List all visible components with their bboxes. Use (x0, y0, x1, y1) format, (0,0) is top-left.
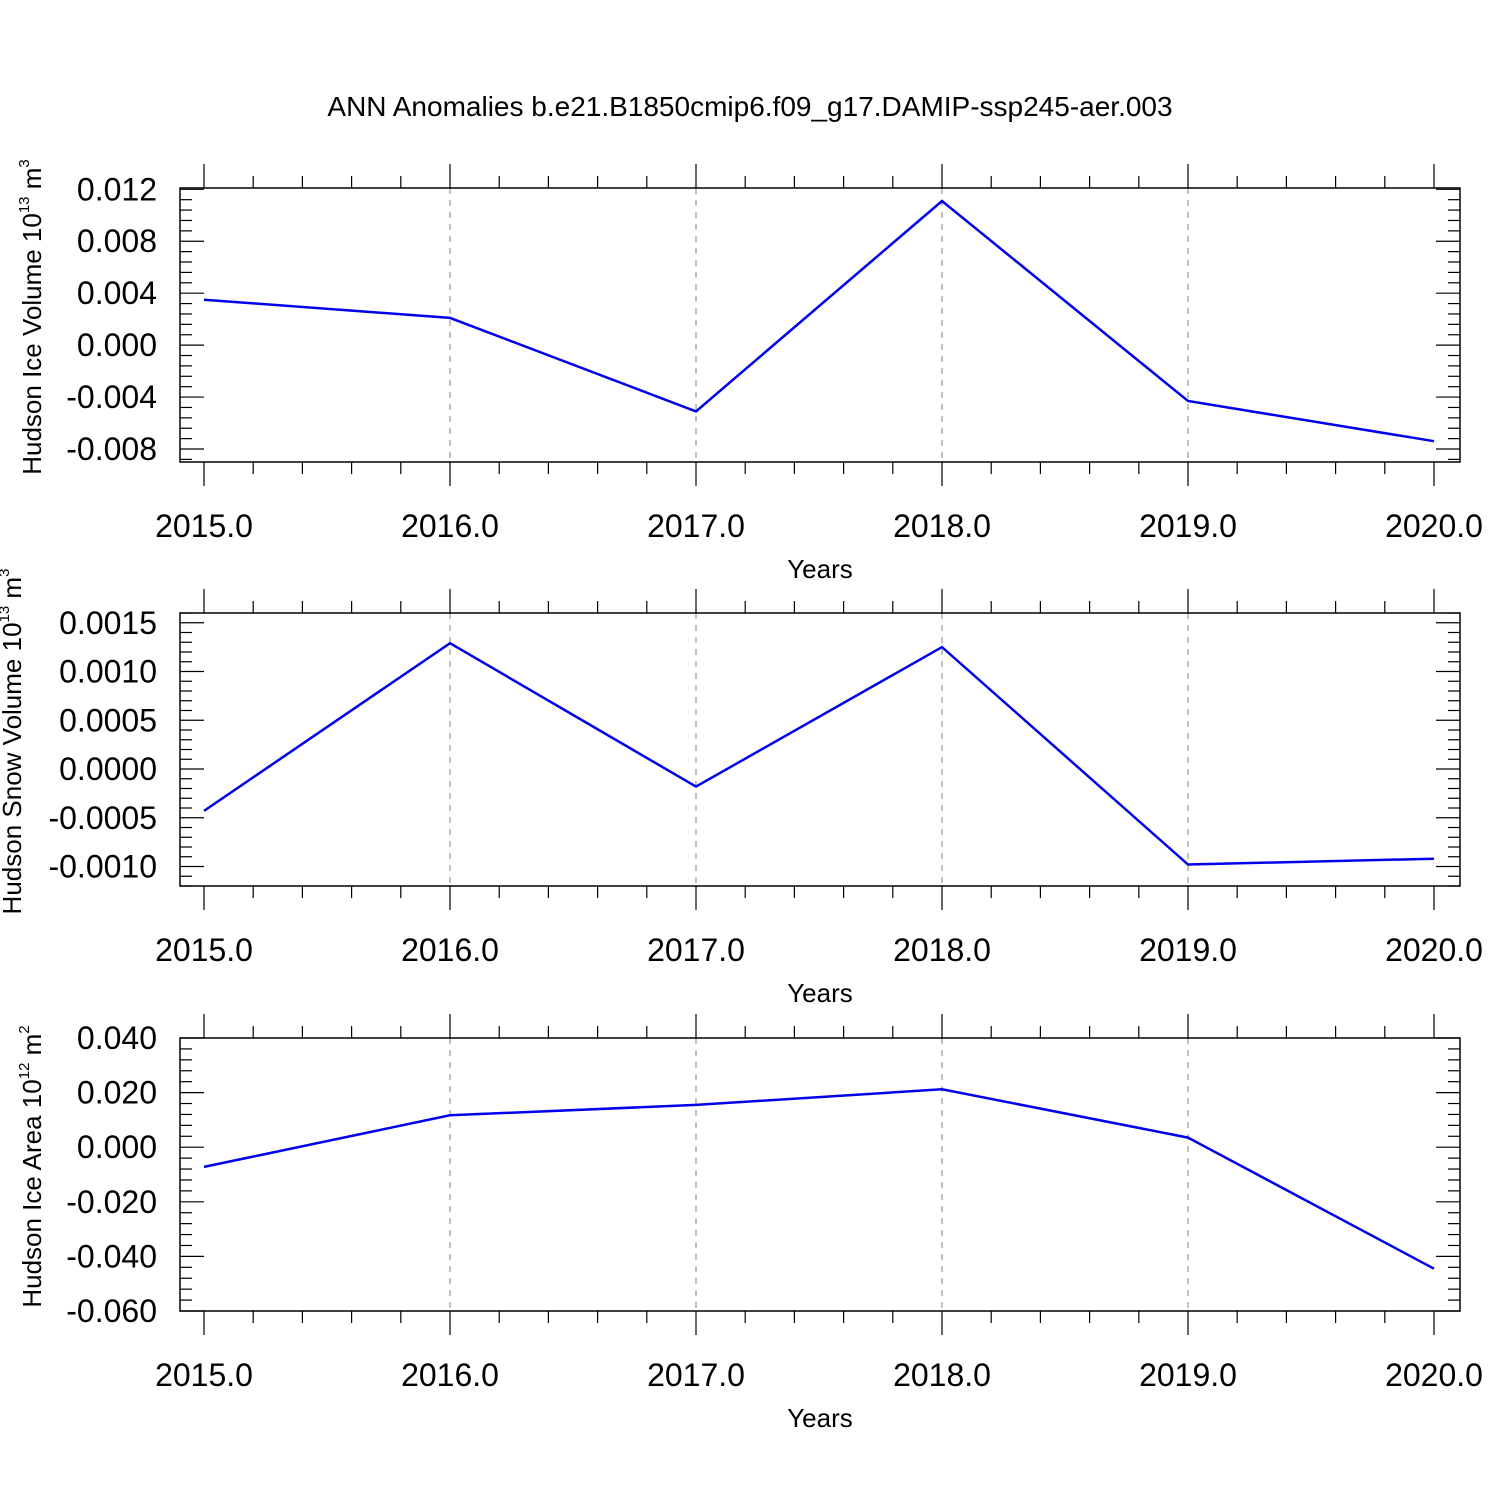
x-tick-label: 2018.0 (893, 1357, 991, 1393)
panel-3: 2015.0 2016.0 2017.0 2018.0 2019.0 2020.0 Year… (16, 1014, 1483, 1433)
x-tick-label: 2020.0 (1385, 932, 1483, 968)
x-axis-label: Years (787, 554, 853, 584)
panels: 2015.0 2016.0 2017.0 2018.0 2019.0 2020.0 Year… (0, 159, 1483, 1433)
y-tick-label: 0.000 (77, 327, 157, 363)
y-axis-label: Hudson Ice Area 1012 m2 (16, 1025, 47, 1307)
y-tick-label: 0.000 (77, 1129, 157, 1165)
y-tick-label: -0.0005 (48, 800, 157, 836)
y-tick-label: 0.0010 (59, 654, 157, 690)
y-tick-label: -0.060 (66, 1293, 157, 1329)
x-tick-label: 2020.0 (1385, 508, 1483, 544)
y-axis-label-power: 12 (16, 1063, 33, 1080)
x-tick-label: 2018.0 (893, 508, 991, 544)
y-axis-label: Hudson Snow Volume 1013 m3 (0, 569, 27, 915)
y-axis-label-unit-power: 3 (0, 569, 13, 577)
x-tick-label: 2017.0 (647, 1357, 745, 1393)
x-tick-label: 2015.0 (155, 932, 253, 968)
y-axis-label-unit: m (17, 168, 47, 197)
x-tick-label: 2016.0 (401, 508, 499, 544)
series-line (203, 641, 1435, 866)
y-tick-label: -0.0010 (48, 849, 157, 885)
y-tick-label: -0.040 (66, 1238, 157, 1274)
y-tick-label: -0.008 (66, 431, 157, 467)
y-axis-label-text: Hudson Ice Area 10 (17, 1079, 47, 1307)
x-tick-label: 2019.0 (1139, 1357, 1237, 1393)
x-tick-label: 2019.0 (1139, 508, 1237, 544)
x-tick-label: 2016.0 (401, 932, 499, 968)
x-axis-label: Years (787, 1403, 853, 1433)
panel-2: 2015.0 2016.0 2017.0 2018.0 2019.0 2020.0 Year… (0, 569, 1483, 1008)
figure-title: ANN Anomalies b.e21.B1850cmip6.f09_g17.D… (327, 91, 1172, 122)
x-axis-label: Years (787, 978, 853, 1008)
x-tick-label: 2020.0 (1385, 1357, 1483, 1393)
y-axis-label: Hudson Ice Volume 1013 m3 (16, 159, 47, 475)
y-axis-label-power: 13 (16, 196, 33, 213)
y-tick-label: 0.008 (77, 223, 157, 259)
y-axis-label-text: Hudson Snow Volume 10 (0, 622, 27, 914)
y-tick-label: 0.0005 (59, 702, 157, 738)
y-tick-label: 0.040 (77, 1020, 157, 1056)
y-tick-label: 0.020 (77, 1075, 157, 1111)
plot-frame (179, 187, 1461, 463)
y-tick-label: 0.0000 (59, 751, 157, 787)
x-tick-label: 2015.0 (155, 1357, 253, 1393)
x-tick-label: 2018.0 (893, 932, 991, 968)
plot-frame (179, 1037, 1461, 1312)
y-axis-label-unit-power: 3 (16, 159, 33, 167)
series-line (203, 1088, 1435, 1270)
y-axis-label-unit-power: 2 (16, 1025, 33, 1033)
panel-1: 2015.0 2016.0 2017.0 2018.0 2019.0 2020.0 Year… (16, 159, 1483, 584)
y-axis-label-unit: m (0, 577, 27, 606)
y-tick-label: -0.020 (66, 1184, 157, 1220)
y-tick-label: 0.0015 (59, 605, 157, 641)
y-tick-label: -0.004 (66, 379, 157, 415)
x-tick-label: 2016.0 (401, 1357, 499, 1393)
x-tick-label: 2017.0 (647, 932, 745, 968)
y-axis-label-unit: m (17, 1034, 47, 1063)
y-tick-label: 0.004 (77, 275, 157, 311)
x-tick-label: 2017.0 (647, 508, 745, 544)
x-tick-label: 2019.0 (1139, 932, 1237, 968)
y-axis-label-text: Hudson Ice Volume 10 (17, 213, 47, 475)
series-line (203, 199, 1435, 443)
y-axis-label-power: 13 (0, 606, 13, 623)
y-tick-label: 0.012 (77, 171, 157, 207)
x-tick-label: 2015.0 (155, 508, 253, 544)
